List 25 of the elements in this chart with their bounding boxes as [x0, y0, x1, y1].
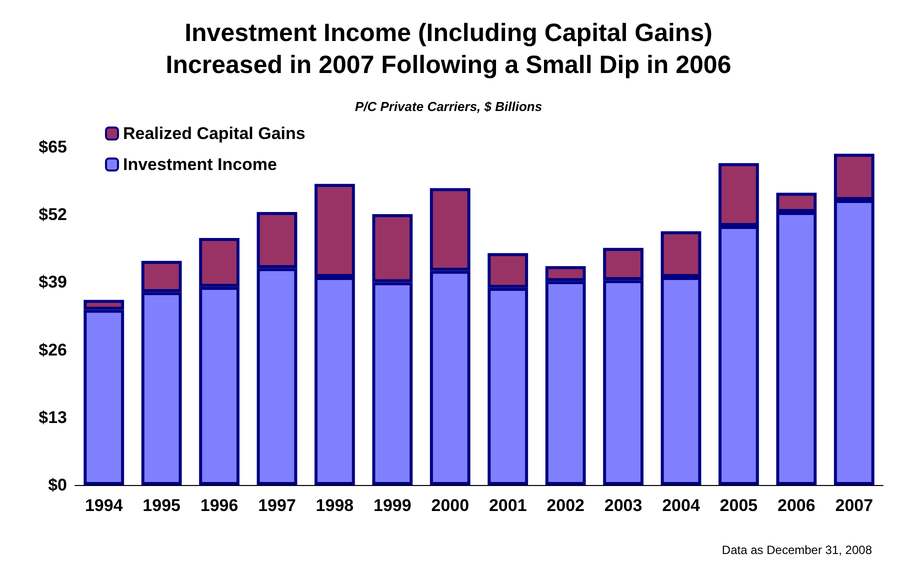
y-tick-label: $13: [38, 408, 67, 427]
x-tick-label: 1995: [142, 496, 180, 515]
x-tick-label: 2000: [431, 496, 470, 515]
x-tick-label: 1999: [374, 496, 412, 515]
y-tick-label: $52: [38, 205, 67, 224]
chart-subtitle: P/C Private Carriers, $ Billions: [354, 99, 542, 114]
x-tick-label: 1996: [200, 496, 238, 515]
y-tick-label: $65: [38, 138, 67, 156]
text: Data as December 31, 2008: [722, 543, 872, 557]
y-tick-label: $39: [38, 272, 67, 292]
x-tick-label: 2006: [778, 496, 816, 515]
x-tick-label: 2002: [546, 496, 584, 515]
x-tick-label: 1997: [258, 496, 296, 515]
x-tick-label: 2004: [662, 496, 700, 515]
x-tick-label: 2005: [720, 496, 758, 515]
x-tick-label: 1994: [84, 496, 124, 515]
y-tick-label: $0: [48, 476, 67, 494]
chart-title: Investment Income (Including Capital Gains) Increased in 2007 Following a Small Dip in 2006: [166, 19, 732, 79]
legend-label: Investment Income: [123, 155, 277, 174]
y-tick-label: $26: [38, 340, 67, 360]
x-tick-label: 2001: [488, 496, 527, 515]
x-tick-label: 2003: [604, 496, 642, 515]
x-tick-label: 1998: [316, 496, 354, 515]
legend-label: Realized Capital Gains: [123, 124, 306, 143]
x-tick-label: 2007: [835, 496, 874, 515]
